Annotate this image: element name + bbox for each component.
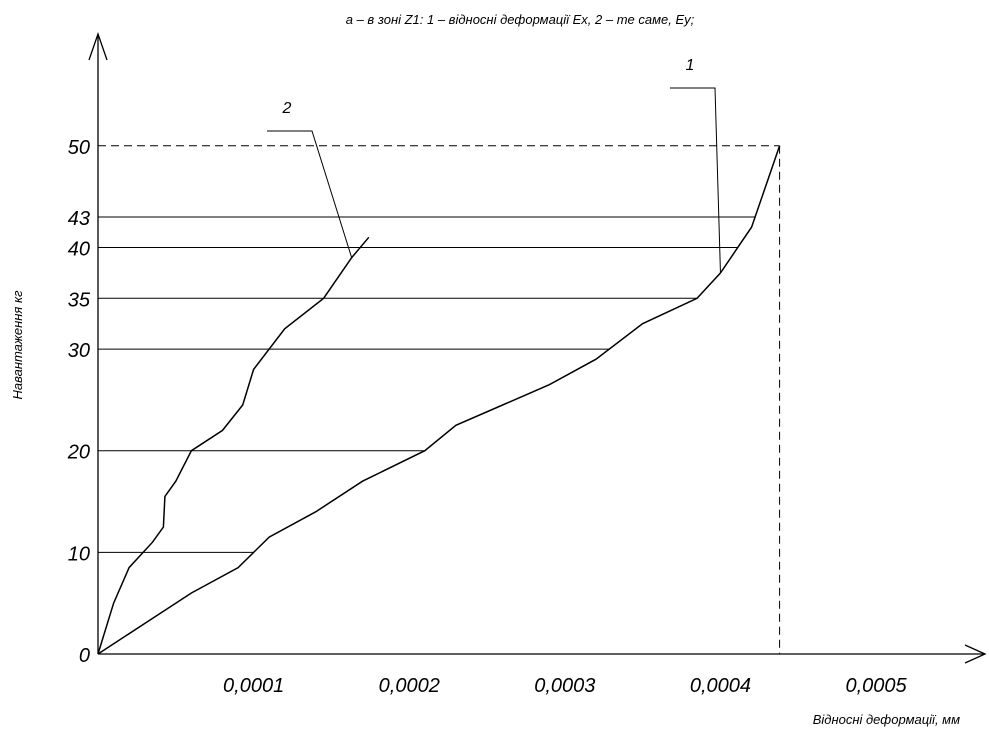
x-tick-label: 0,0005 xyxy=(845,675,907,697)
chart-title: а – в зоні Z1: 1 – відносні деформації E… xyxy=(346,12,695,27)
x-axis-arrow xyxy=(964,644,987,664)
y-tick-label: 43 xyxy=(68,208,90,230)
x-tick-label: 0,0002 xyxy=(379,675,440,697)
leader-line xyxy=(670,87,721,273)
y-axis-label: Навантаження кг xyxy=(10,290,25,400)
y-tick-label: 0 xyxy=(79,645,90,667)
data-line xyxy=(97,145,781,655)
y-tick-label: 30 xyxy=(68,340,90,362)
y-tick-label: 20 xyxy=(67,442,90,464)
x-tick-label: 0,0004 xyxy=(690,675,751,697)
y-axis-arrow xyxy=(88,32,108,61)
leader-line xyxy=(267,130,353,258)
legend-label: 2 xyxy=(282,100,292,117)
y-tick-label: 35 xyxy=(68,289,91,311)
x-tick-label: 0,0001 xyxy=(223,675,284,697)
y-tick-label: 40 xyxy=(68,238,90,260)
x-tick-label: 0,0003 xyxy=(534,675,595,697)
x-axis-label: Відносні деформації, мм xyxy=(813,712,960,727)
y-tick-label: 50 xyxy=(68,137,90,159)
data-line xyxy=(97,236,370,655)
legend-label: 1 xyxy=(686,57,695,74)
y-tick-label: 10 xyxy=(68,543,90,565)
